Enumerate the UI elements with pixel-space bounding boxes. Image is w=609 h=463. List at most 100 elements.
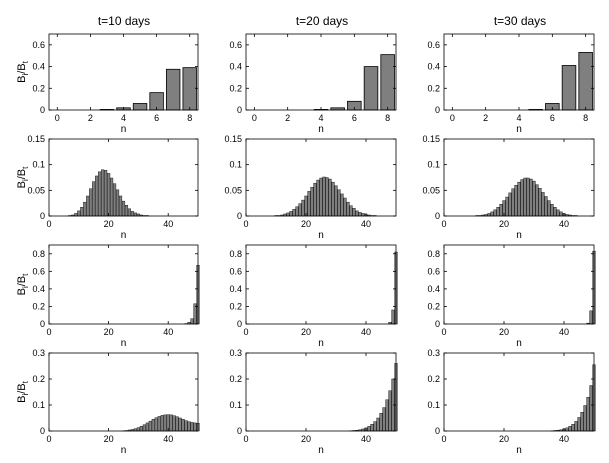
chart-panel-r1-c3: 0 2 4 6 8 0 0.2 0.4 0.6 n xyxy=(427,33,595,135)
axes-frame xyxy=(443,244,595,325)
bar-r4-c3-46 xyxy=(580,412,584,432)
bar-r2-c2-17 xyxy=(295,206,299,217)
x-axis-label: n xyxy=(318,230,324,241)
bar-r4-c1-48 xyxy=(190,422,194,432)
bar-r2-c2-18 xyxy=(298,203,302,217)
y-tick-label: 0.2 xyxy=(229,301,242,311)
x-tick-label: 0 xyxy=(243,219,248,229)
y-axis-label: Bi/Bt xyxy=(16,166,30,189)
x-tick-label: 0 xyxy=(441,219,446,229)
bar-r4-c1-45 xyxy=(181,419,185,432)
bar-r2-c1-15 xyxy=(92,181,96,217)
bar-r1-c2-8 xyxy=(363,66,379,111)
y-tick-label: 0.6 xyxy=(32,40,45,50)
axes-frame xyxy=(443,352,595,432)
y-tick-label: 0 xyxy=(435,426,440,436)
y-tick-label: 0.1 xyxy=(229,160,242,170)
bar-r4-c1-34 xyxy=(148,420,152,432)
bar-r2-c1-17 xyxy=(98,171,102,217)
x-tick-label: 6 xyxy=(550,113,555,123)
y-label-part-ylabel_sep: /B xyxy=(16,63,28,73)
bar-r2-c3-24 xyxy=(514,184,518,217)
bar-r4-c3-45 xyxy=(577,417,581,432)
bar-r2-c1-14 xyxy=(89,188,93,217)
bar-r2-c2-31 xyxy=(337,189,341,217)
bar-r4-c1-30 xyxy=(136,427,140,432)
y-tick-label: 0.2 xyxy=(32,83,45,93)
x-tick-label: 6 xyxy=(352,113,357,123)
x-axis-label: n xyxy=(121,445,127,456)
x-tick-label: 20 xyxy=(104,327,114,337)
bar-r4-c1-43 xyxy=(175,416,179,432)
y-tick-label: 0.2 xyxy=(229,374,242,384)
y-tick-label: 0.05 xyxy=(224,185,242,195)
bar-r2-c1-23 xyxy=(115,189,120,217)
chart-panel-r3-c2: 0 20 40 0 0.2 0.4 0.6 0.8 n xyxy=(229,244,398,349)
y-label-part-ylabel_sub2: t xyxy=(21,380,30,383)
y-tick-label: 0.8 xyxy=(229,249,242,259)
x-tick-label: 0 xyxy=(243,327,248,337)
y-label-part-ylabel_main: B xyxy=(16,288,28,295)
bar-r2-c1-21 xyxy=(110,177,114,217)
bar-r4-c1-44 xyxy=(178,417,182,432)
bar-r2-c2-26 xyxy=(322,176,326,217)
x-axis-label: n xyxy=(121,124,127,135)
y-tick-label: 0.3 xyxy=(229,348,242,358)
bar-r2-c2-36 xyxy=(352,208,356,217)
bar-r2-c2-29 xyxy=(331,181,335,217)
y-tick-label: 0.15 xyxy=(422,134,440,144)
y-tick-label: 0.6 xyxy=(32,266,45,276)
bar-r4-c1-41 xyxy=(169,414,173,432)
bar-r2-c2-37 xyxy=(355,210,359,217)
y-axis-label: Bi/Bt xyxy=(16,380,30,403)
axes-frame xyxy=(245,138,397,217)
y-tick-label: 0.4 xyxy=(427,62,440,72)
bar-r4-c1-36 xyxy=(154,417,158,432)
bar-r2-c1-19 xyxy=(104,170,108,217)
x-tick-label: 0 xyxy=(441,327,446,337)
bar-r4-c2-46 xyxy=(382,407,386,432)
bar-r2-c3-30 xyxy=(532,180,536,217)
bar-r2-c1-18 xyxy=(101,169,105,217)
bar-r2-c1-22 xyxy=(112,183,117,217)
x-tick-label: 4 xyxy=(516,113,521,123)
chart-panel-r4-c1: 0 20 40 0 0.1 0.2 0.3 n Bi/Bt xyxy=(16,348,200,456)
bar-r1-c3-9 xyxy=(578,52,593,111)
bar-r2-c3-19 xyxy=(499,203,503,217)
y-tick-label: 0.8 xyxy=(427,249,440,259)
col-title-1: t=10 days xyxy=(98,14,150,28)
x-tick-label: 8 xyxy=(583,113,588,123)
bar-r3-c2-49 xyxy=(391,309,395,325)
x-tick-label: 40 xyxy=(361,327,371,337)
bar-r2-c3-17 xyxy=(493,209,497,217)
x-tick-label: 20 xyxy=(499,327,509,337)
bar-r4-c3-49 xyxy=(589,385,593,432)
y-tick-label: 0.05 xyxy=(27,185,45,195)
bar-r2-c2-21 xyxy=(307,191,311,217)
bar-r4-c3-44 xyxy=(574,421,578,432)
bar-r2-c1-13 xyxy=(86,195,90,217)
y-tick-label: 0.1 xyxy=(32,400,45,410)
bar-r4-c2-41 xyxy=(367,426,371,432)
y-tick-label: 0 xyxy=(237,211,242,221)
y-tick-label: 0.2 xyxy=(229,83,242,93)
bar-r2-c2-16 xyxy=(292,209,296,217)
bar-r2-c3-33 xyxy=(541,192,545,217)
x-tick-label: 0 xyxy=(252,113,257,123)
y-tick-label: 0.6 xyxy=(427,40,440,50)
axes-frame xyxy=(48,352,199,432)
y-tick-label: 0.05 xyxy=(422,185,440,195)
bar-r2-c2-25 xyxy=(319,177,323,217)
x-tick-label: 40 xyxy=(559,327,569,337)
bar-r1-c1-9 xyxy=(182,67,197,111)
y-tick-label: 0.8 xyxy=(32,249,45,259)
x-tick-label: 0 xyxy=(55,113,60,123)
x-tick-label: 4 xyxy=(318,113,323,123)
bar-r2-c2-20 xyxy=(304,195,308,217)
bar-r2-c1-12 xyxy=(83,201,87,217)
bar-r2-c2-15 xyxy=(289,211,293,217)
x-tick-label: 2 xyxy=(285,113,290,123)
bar-r1-c1-8 xyxy=(165,68,181,111)
x-tick-label: 0 xyxy=(450,113,455,123)
